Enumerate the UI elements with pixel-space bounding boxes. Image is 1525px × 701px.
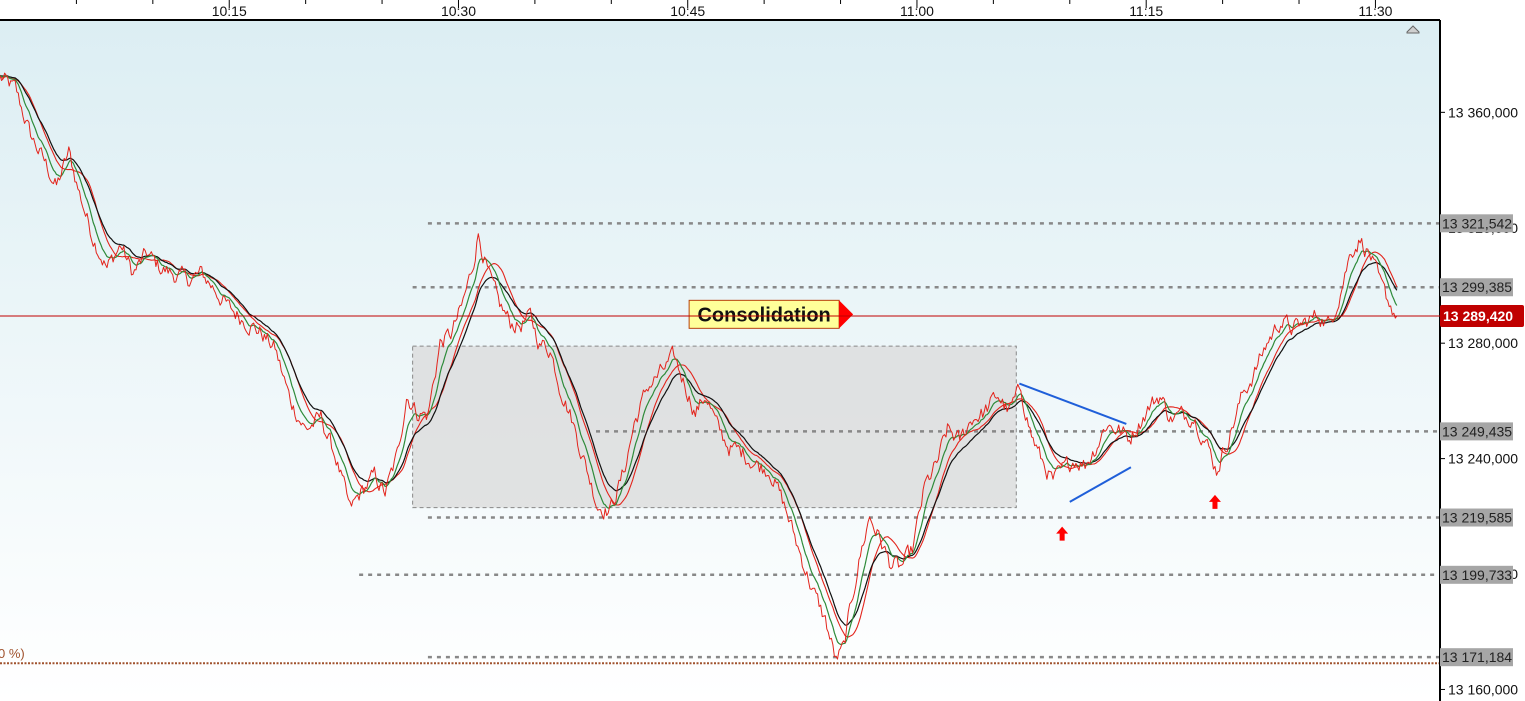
- current-price-box: [1440, 305, 1524, 328]
- annotation-pointer-icon: [839, 300, 854, 329]
- level-label: 13 199,733: [1442, 567, 1512, 583]
- level-label: 13 219,585: [1442, 510, 1512, 526]
- level-label: 13 299,385: [1442, 279, 1512, 295]
- time-tick-label: 11:15: [1129, 3, 1163, 19]
- level-label: 13 171,184: [1442, 649, 1512, 665]
- time-tick-label: 11:00: [900, 3, 934, 19]
- price-tick-label: 13 280,000: [1448, 335, 1518, 351]
- trend-line: [1018, 382, 1127, 425]
- time-tick-label: 11:30: [1358, 3, 1392, 19]
- time-tick-label: 10:45: [670, 3, 705, 19]
- series-green: [0, 74, 1398, 646]
- time-tick-label: 10:15: [212, 3, 247, 19]
- baseline-label: 0 %): [0, 646, 25, 661]
- up-arrow-icon: [1056, 526, 1069, 541]
- level-label-box: [1440, 648, 1513, 667]
- price-tick-label: 13 240,000: [1448, 451, 1518, 467]
- level-label-box: [1440, 214, 1513, 233]
- trend-line: [1069, 466, 1132, 503]
- annotation-label: Consolidation: [697, 304, 830, 326]
- consolidation-box: [412, 345, 1017, 509]
- up-arrow-icon: [1208, 494, 1221, 509]
- level-label-box: [1440, 278, 1513, 297]
- price-tick-label: 13 360,000: [1448, 104, 1518, 120]
- level-label: 13 249,435: [1442, 423, 1512, 439]
- scroll-marker-icon[interactable]: [1406, 25, 1420, 34]
- level-label-box: [1440, 508, 1513, 527]
- level-label-box: [1440, 565, 1513, 584]
- level-label-box: [1440, 422, 1513, 441]
- current-price-label: 13 289,420: [1443, 308, 1513, 324]
- price-tick-label: 13 160,000: [1448, 681, 1518, 697]
- time-tick-label: 10:30: [441, 3, 476, 19]
- series-price-red: [0, 72, 1398, 660]
- time-axis: [0, 0, 1525, 20]
- series-slow-red: [0, 75, 1398, 638]
- level-label: 13 321,542: [1442, 215, 1512, 231]
- series-black: [0, 74, 1398, 626]
- price-axis: [1440, 20, 1525, 701]
